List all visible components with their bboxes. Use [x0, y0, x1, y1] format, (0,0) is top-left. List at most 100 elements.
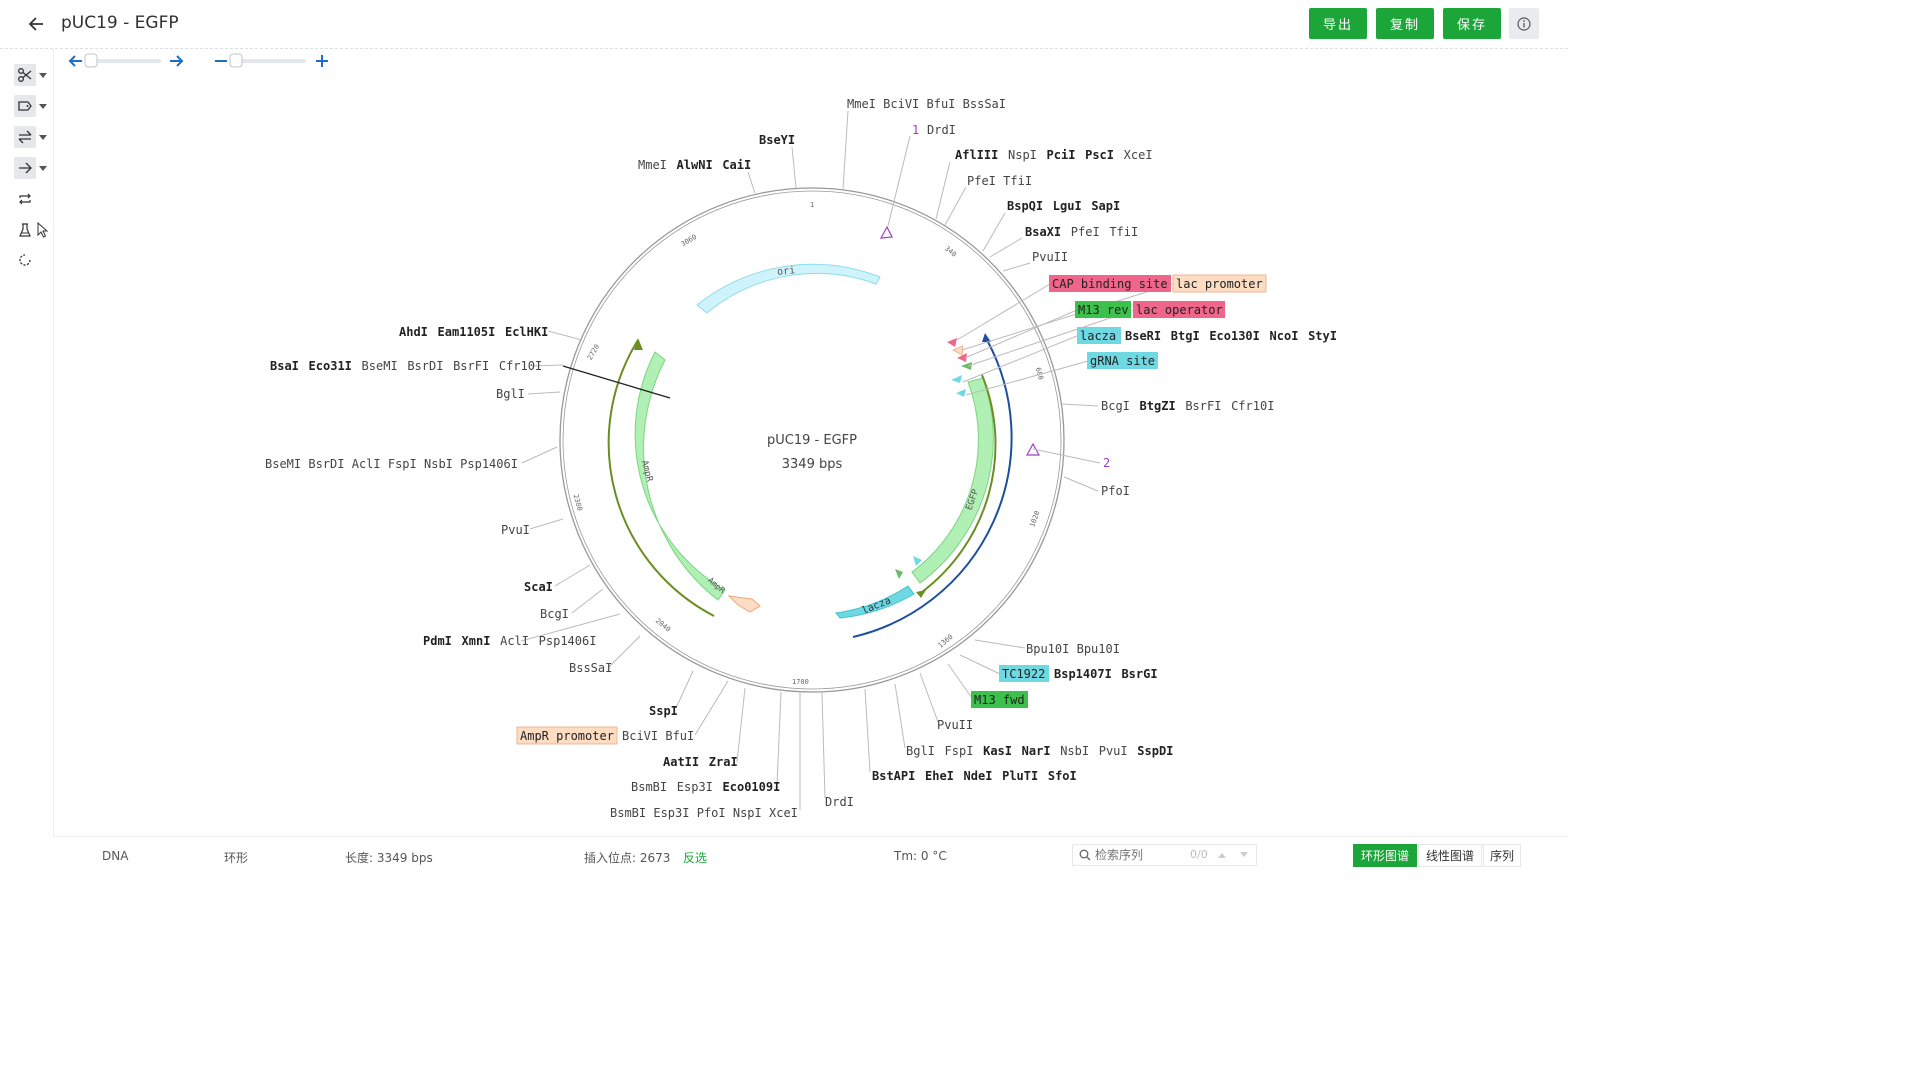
- strand-arrow-head-blue: [982, 333, 991, 342]
- zoom-slider-handle[interactable]: [229, 53, 243, 68]
- header: pUC19 - EGFP 导出 复制 保存: [0, 0, 1568, 49]
- rotate-control[interactable]: [68, 53, 184, 68]
- strand-arrow-head-olive-right: [916, 590, 926, 598]
- map-center-length: 3349 bps: [782, 457, 843, 472]
- loop-tool[interactable]: [14, 188, 50, 210]
- tab-sequence[interactable]: 序列: [1483, 844, 1521, 867]
- svg-text:BcgI BtgZI BsrFI Cfr10I: BcgI BtgZI BsrFI Cfr10I: [1101, 395, 1274, 414]
- svg-text:PvuI: PvuI: [501, 523, 530, 537]
- export-button[interactable]: 导出: [1309, 8, 1367, 39]
- svg-text:BciVI BfuI: BciVI BfuI: [622, 729, 694, 743]
- map-center-name: pUC19 - EGFP: [767, 433, 857, 448]
- zoom-control[interactable]: [215, 53, 328, 68]
- ampr-promoter-label: AmpR promoter: [520, 729, 614, 743]
- zoom-in-icon[interactable]: [316, 55, 328, 67]
- site-1-label: 1: [912, 123, 919, 137]
- primer-tool[interactable]: [14, 219, 50, 241]
- feature-lacza[interactable]: [835, 585, 915, 619]
- svg-text:BseMI BsrDI AclI FspI NsbI Psp: BseMI BsrDI AclI FspI NsbI Psp1406I: [265, 457, 518, 471]
- grna-site-label: gRNA site: [1090, 354, 1155, 368]
- rotate-slider-handle[interactable]: [84, 53, 98, 68]
- tick-340: 340: [943, 244, 958, 258]
- svg-text:PvuII: PvuII: [937, 718, 973, 732]
- copy-button[interactable]: 复制: [1376, 8, 1434, 39]
- strand-arrow-head-olive-left: [634, 338, 643, 350]
- info-button[interactable]: [1509, 8, 1539, 39]
- refresh-tool[interactable]: [14, 249, 50, 271]
- chevron-down-icon[interactable]: [1239, 851, 1249, 859]
- chevron-down-icon: [39, 134, 47, 140]
- svg-text:AflIII NspI PciI PscI XceI: AflIII NspI PciI PscI XceI: [955, 144, 1153, 163]
- goto-tool[interactable]: [14, 157, 50, 179]
- feature-egfp[interactable]: [911, 377, 994, 584]
- feature-ori[interactable]: [696, 263, 881, 314]
- svg-text:BsaXI PfeI TfiI: BsaXI PfeI TfiI: [1025, 221, 1138, 240]
- svg-text:PdmI XmnI AclI Psp1406I: PdmI XmnI AclI Psp1406I: [423, 630, 596, 649]
- svg-text:SspI: SspI: [649, 704, 678, 718]
- backbone-ring-inner: [562, 190, 1062, 690]
- status-bar: DNA 环形 长度: 3349 bps 插入位点: 2673 反选 Tm: 0 …: [54, 836, 1568, 873]
- save-button[interactable]: 保存: [1443, 8, 1501, 39]
- flask-icon: [14, 219, 36, 241]
- invert-selection-link[interactable]: 反选: [683, 851, 708, 865]
- chevron-down-icon: [39, 72, 47, 78]
- svg-text:DrdI: DrdI: [825, 795, 854, 809]
- swap-tool[interactable]: [14, 126, 50, 148]
- rotate-left-icon[interactable]: [68, 55, 82, 67]
- search-input[interactable]: [1095, 847, 1185, 863]
- rotate-right-icon[interactable]: [170, 55, 184, 67]
- back-button[interactable]: [26, 14, 48, 34]
- tick-1020: 1020: [1028, 510, 1041, 529]
- chevron-down-icon: [39, 103, 47, 109]
- refresh-icon: [14, 249, 36, 271]
- zoom-slider-track[interactable]: [232, 59, 306, 63]
- svg-text:BcgI: BcgI: [540, 607, 569, 621]
- search-icon: [1079, 849, 1091, 861]
- svg-text:BsmBI Esp3I Eco0109I: BsmBI Esp3I Eco0109I: [631, 776, 780, 795]
- svg-text:BspQI LguI SapI: BspQI LguI SapI: [1007, 195, 1120, 214]
- svg-text:BsmBI Esp3I PfoI NspI XceI: BsmBI Esp3I PfoI NspI XceI: [610, 806, 798, 820]
- svg-text:MmeI AlwNI CaiI: MmeI AlwNI CaiI: [638, 154, 751, 173]
- plasmid-map[interactable]: 1 340 680 1020 1360 1700 2040 2380 2720 …: [55, 49, 1568, 836]
- tick-2380: 2380: [572, 493, 584, 511]
- rotate-slider-track[interactable]: [86, 59, 161, 63]
- chevron-down-icon: [39, 165, 47, 171]
- sequence-type: DNA: [102, 849, 129, 863]
- insert-position: 插入位点: 2673: [584, 851, 671, 865]
- info-icon: [1517, 16, 1531, 31]
- feature-ampr[interactable]: [634, 351, 726, 601]
- tc1922-label: TC1922: [1002, 667, 1045, 681]
- cut-tool[interactable]: [14, 64, 50, 86]
- sequence-search[interactable]: 0/0: [1072, 844, 1257, 866]
- svg-text:ScaI: ScaI: [524, 580, 553, 594]
- site-2-label: 2: [1103, 456, 1110, 470]
- map-canvas[interactable]: 1 340 680 1020 1360 1700 2040 2380 2720 …: [55, 49, 1568, 836]
- lac-operator-label: lac operator: [1136, 303, 1223, 317]
- chevron-up-icon[interactable]: [1217, 851, 1227, 859]
- site-marker-1[interactable]: [879, 225, 893, 239]
- left-toolbar: [0, 49, 54, 837]
- m13-fwd-label: M13 fwd: [974, 693, 1025, 707]
- tab-circular-map[interactable]: 环形图谱: [1353, 844, 1417, 867]
- arrow-left-icon: [28, 17, 43, 31]
- svg-text:BstAPI EheI NdeI PluTI SfoI: BstAPI EheI NdeI PluTI SfoI: [872, 765, 1077, 784]
- tick-680: 680: [1034, 367, 1045, 381]
- leader-lines: [520, 110, 1173, 810]
- tick-1360: 1360: [937, 633, 955, 650]
- tm-value: Tm: 0 °C: [894, 849, 947, 863]
- strand-arrow-olive-left: [607, 339, 715, 617]
- strand-arrow-blue: [852, 339, 1013, 638]
- length-text: 长度: 3349 bps: [345, 851, 433, 865]
- svg-text:PvuII: PvuII: [1032, 250, 1068, 264]
- topology: 环形: [224, 851, 249, 865]
- tab-linear-map[interactable]: 线性图谱: [1418, 844, 1482, 867]
- backbone-ring-outer: [559, 187, 1065, 693]
- svg-text:MmeI BciVI BfuI BssSaI: MmeI BciVI BfuI BssSaI: [847, 97, 1006, 111]
- restriction-labels-top: MmeI BciVI BfuI BssSaI 1 DrdI AflIII Nsp…: [847, 97, 1337, 498]
- ampr-promoter-arrow[interactable]: [727, 595, 761, 613]
- page-title: pUC19 - EGFP: [61, 13, 179, 33]
- loop-icon: [14, 188, 36, 210]
- svg-text:BseRI BtgI Eco130I NcoI StyI: BseRI BtgI Eco130I NcoI StyI: [1125, 325, 1337, 344]
- feature-ori-label: ori: [777, 265, 796, 278]
- annotate-tool[interactable]: [14, 95, 50, 117]
